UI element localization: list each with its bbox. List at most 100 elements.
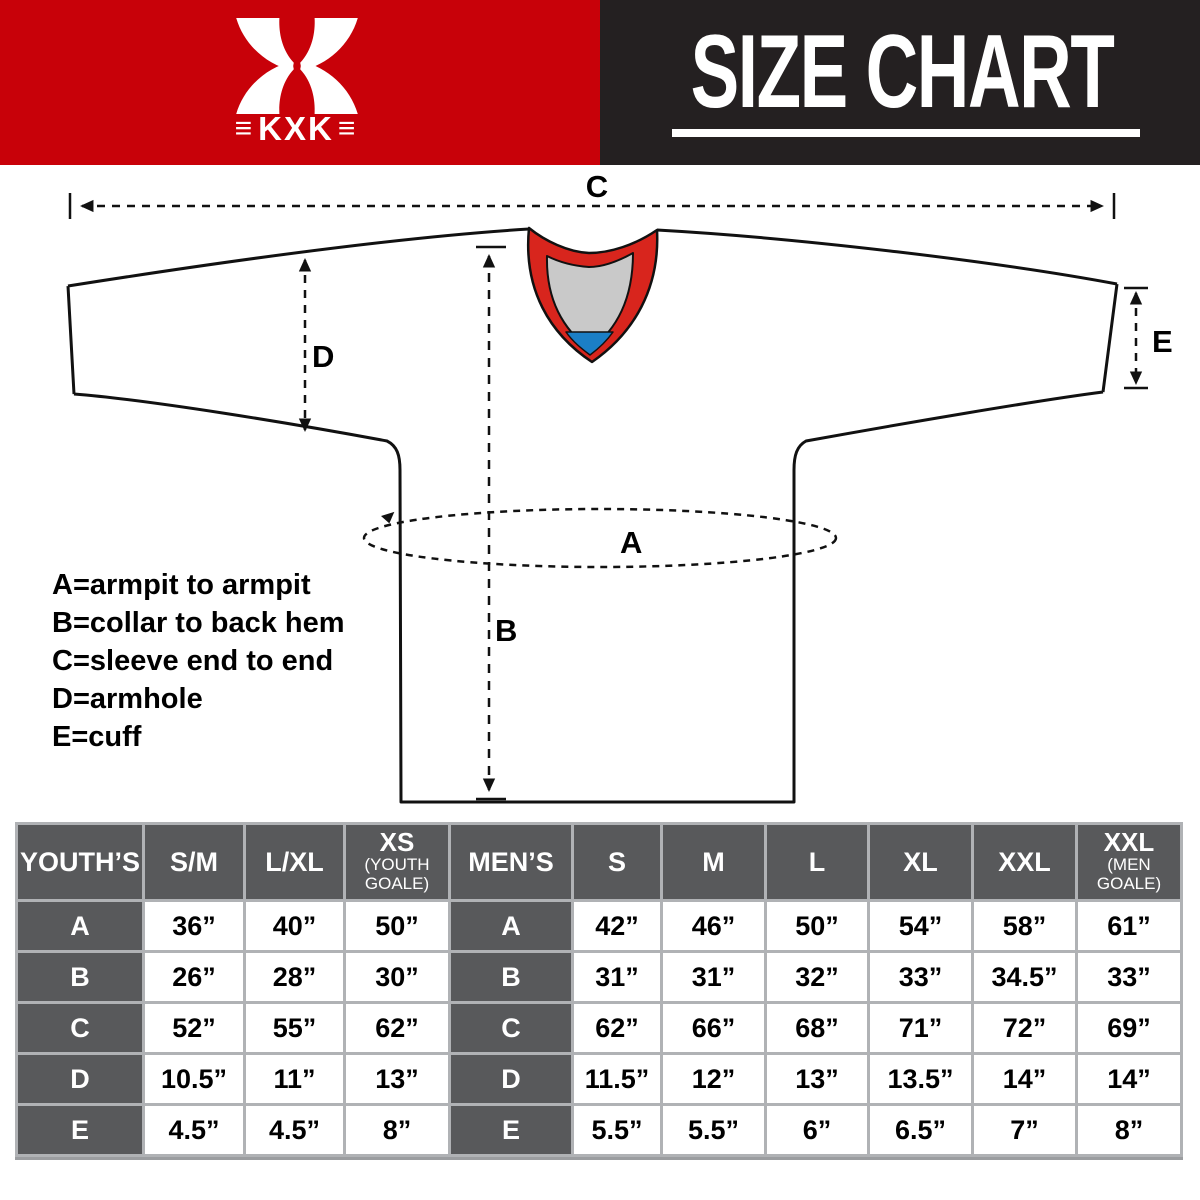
row-label: C bbox=[451, 1004, 571, 1052]
cell-men-a-xxl: 58” bbox=[974, 902, 1075, 950]
col-header-youth-lxl: L/XL bbox=[246, 825, 343, 899]
jersey-outline bbox=[66, 227, 1119, 804]
cell-men-a-xxlg: 61” bbox=[1078, 902, 1180, 950]
row-label: B bbox=[18, 953, 142, 1001]
cell-men-c-s: 62” bbox=[574, 1004, 660, 1052]
row-label: E bbox=[18, 1106, 142, 1154]
cell-men-c-xxl: 72” bbox=[974, 1004, 1075, 1052]
dim-a-ellipse bbox=[362, 507, 838, 569]
cell-youth-e-lxl: 4.5” bbox=[246, 1106, 343, 1154]
cell-men-c-l: 68” bbox=[767, 1004, 867, 1052]
dim-d-label: D bbox=[312, 339, 334, 374]
cell-men-c-m: 66” bbox=[663, 1004, 764, 1052]
cell-men-a-s: 42” bbox=[574, 902, 660, 950]
legend-line-e: E=cuff bbox=[52, 721, 142, 753]
collar-inner bbox=[545, 252, 634, 351]
cell-men-d-xxlg: 14” bbox=[1078, 1055, 1180, 1103]
col-header-youth-goalie: XS (YOUTH GOALE) bbox=[346, 825, 448, 899]
cell-men-e-m: 5.5” bbox=[663, 1106, 764, 1154]
cell-men-e-xxl: 7” bbox=[974, 1106, 1075, 1154]
col-header-men-group: MEN’S bbox=[451, 825, 571, 899]
col-header-men-goalie: XXL (MEN GOALE) bbox=[1078, 825, 1180, 899]
row-label: B bbox=[451, 953, 571, 1001]
dim-c-label: C bbox=[586, 169, 608, 204]
cell-men-b-xxl: 34.5” bbox=[974, 953, 1075, 1001]
kxk-butterfly-x-logo bbox=[236, 18, 358, 114]
legend-line-d: D=armhole bbox=[52, 683, 203, 715]
measurement-legend: A=armpit to armpit B=collar to back hem … bbox=[52, 566, 345, 756]
page-title: SIZE CHART bbox=[690, 14, 1115, 130]
cell-men-c-xxlg: 69” bbox=[1078, 1004, 1180, 1052]
wordmark-bars-right-icon: ≡ bbox=[337, 112, 358, 145]
cell-men-b-m: 31” bbox=[663, 953, 764, 1001]
cell-youth-b-lxl: 28” bbox=[246, 953, 343, 1001]
row-label: A bbox=[18, 902, 142, 950]
cell-youth-d-lxl: 11” bbox=[246, 1055, 343, 1103]
brand-banner: ≡ KXK ≡ bbox=[0, 0, 600, 165]
cell-men-e-xxlg: 8” bbox=[1078, 1106, 1180, 1154]
cell-youth-e-xs: 8” bbox=[346, 1106, 448, 1154]
cell-youth-a-sm: 36” bbox=[145, 902, 243, 950]
col-header-men-m: M bbox=[663, 825, 764, 899]
page-title-wrap: SIZE CHART bbox=[600, 14, 1200, 130]
dim-e-label: E bbox=[1152, 324, 1173, 359]
row-label: D bbox=[451, 1055, 571, 1103]
dim-a-label: A bbox=[620, 525, 642, 560]
cell-youth-d-sm: 10.5” bbox=[145, 1055, 243, 1103]
youth-goalie-note: (YOUTH GOALE) bbox=[364, 854, 430, 893]
cell-men-d-m: 12” bbox=[663, 1055, 764, 1103]
cell-youth-e-sm: 4.5” bbox=[145, 1106, 243, 1154]
cell-men-e-s: 5.5” bbox=[574, 1106, 660, 1154]
col-header-men-xxl: XXL bbox=[974, 825, 1075, 899]
wordmark-bars-left-icon: ≡ bbox=[234, 112, 255, 145]
row-label: E bbox=[451, 1106, 571, 1154]
cell-men-b-s: 31” bbox=[574, 953, 660, 1001]
cell-men-d-xl: 13.5” bbox=[870, 1055, 971, 1103]
size-table: YOUTH’S S/M L/XL XS (YOUTH GOALE) MEN’S … bbox=[15, 822, 1183, 1157]
title-underline bbox=[672, 129, 1140, 137]
brand-wordmark: ≡ KXK ≡ bbox=[121, 110, 471, 148]
col-header-youth-group: YOUTH’S bbox=[18, 825, 142, 899]
col-header-men-l: L bbox=[767, 825, 867, 899]
col-header-men-s: S bbox=[574, 825, 660, 899]
cell-youth-a-xs: 50” bbox=[346, 902, 448, 950]
cell-men-a-l: 50” bbox=[767, 902, 867, 950]
col-header-youth-sm: S/M bbox=[145, 825, 243, 899]
jersey-measurement-diagram: C D E B A bbox=[66, 169, 1173, 804]
youth-goalie-size: XS bbox=[379, 826, 415, 857]
title-banner bbox=[600, 0, 1200, 165]
legend-line-a: A=armpit to armpit bbox=[52, 569, 311, 601]
dim-e-ticks bbox=[1124, 286, 1148, 390]
cell-men-d-xxl: 14” bbox=[974, 1055, 1075, 1103]
cell-men-a-xl: 54” bbox=[870, 902, 971, 950]
col-header-men-xl: XL bbox=[870, 825, 971, 899]
dim-c-ticks bbox=[68, 193, 1116, 219]
cell-youth-c-lxl: 55” bbox=[246, 1004, 343, 1052]
cell-men-a-m: 46” bbox=[663, 902, 764, 950]
dim-b-label: B bbox=[495, 613, 517, 648]
cell-men-b-xl: 33” bbox=[870, 953, 971, 1001]
legend-line-b: B=collar to back hem bbox=[52, 607, 345, 639]
cell-youth-c-sm: 52” bbox=[145, 1004, 243, 1052]
men-goalie-note: (MEN GOALE) bbox=[1096, 854, 1162, 893]
legend-line-c: C=sleeve end to end bbox=[52, 645, 334, 677]
row-label: D bbox=[18, 1055, 142, 1103]
cell-men-e-xl: 6.5” bbox=[870, 1106, 971, 1154]
dim-a-arrowhead bbox=[381, 511, 395, 524]
dim-b-ticks bbox=[476, 245, 506, 801]
cell-men-c-xl: 71” bbox=[870, 1004, 971, 1052]
row-label: A bbox=[451, 902, 571, 950]
cell-youth-d-xs: 13” bbox=[346, 1055, 448, 1103]
cell-men-b-xxlg: 33” bbox=[1078, 953, 1180, 1001]
row-label: C bbox=[18, 1004, 142, 1052]
cell-youth-c-xs: 62” bbox=[346, 1004, 448, 1052]
collar-insert bbox=[565, 331, 614, 356]
cell-youth-b-sm: 26” bbox=[145, 953, 243, 1001]
cell-youth-a-lxl: 40” bbox=[246, 902, 343, 950]
cell-men-d-l: 13” bbox=[767, 1055, 867, 1103]
cell-men-d-s: 11.5” bbox=[574, 1055, 660, 1103]
cell-men-e-l: 6” bbox=[767, 1106, 867, 1154]
cell-men-b-l: 32” bbox=[767, 953, 867, 1001]
wordmark-text: KXK bbox=[258, 110, 334, 147]
cell-youth-b-xs: 30” bbox=[346, 953, 448, 1001]
